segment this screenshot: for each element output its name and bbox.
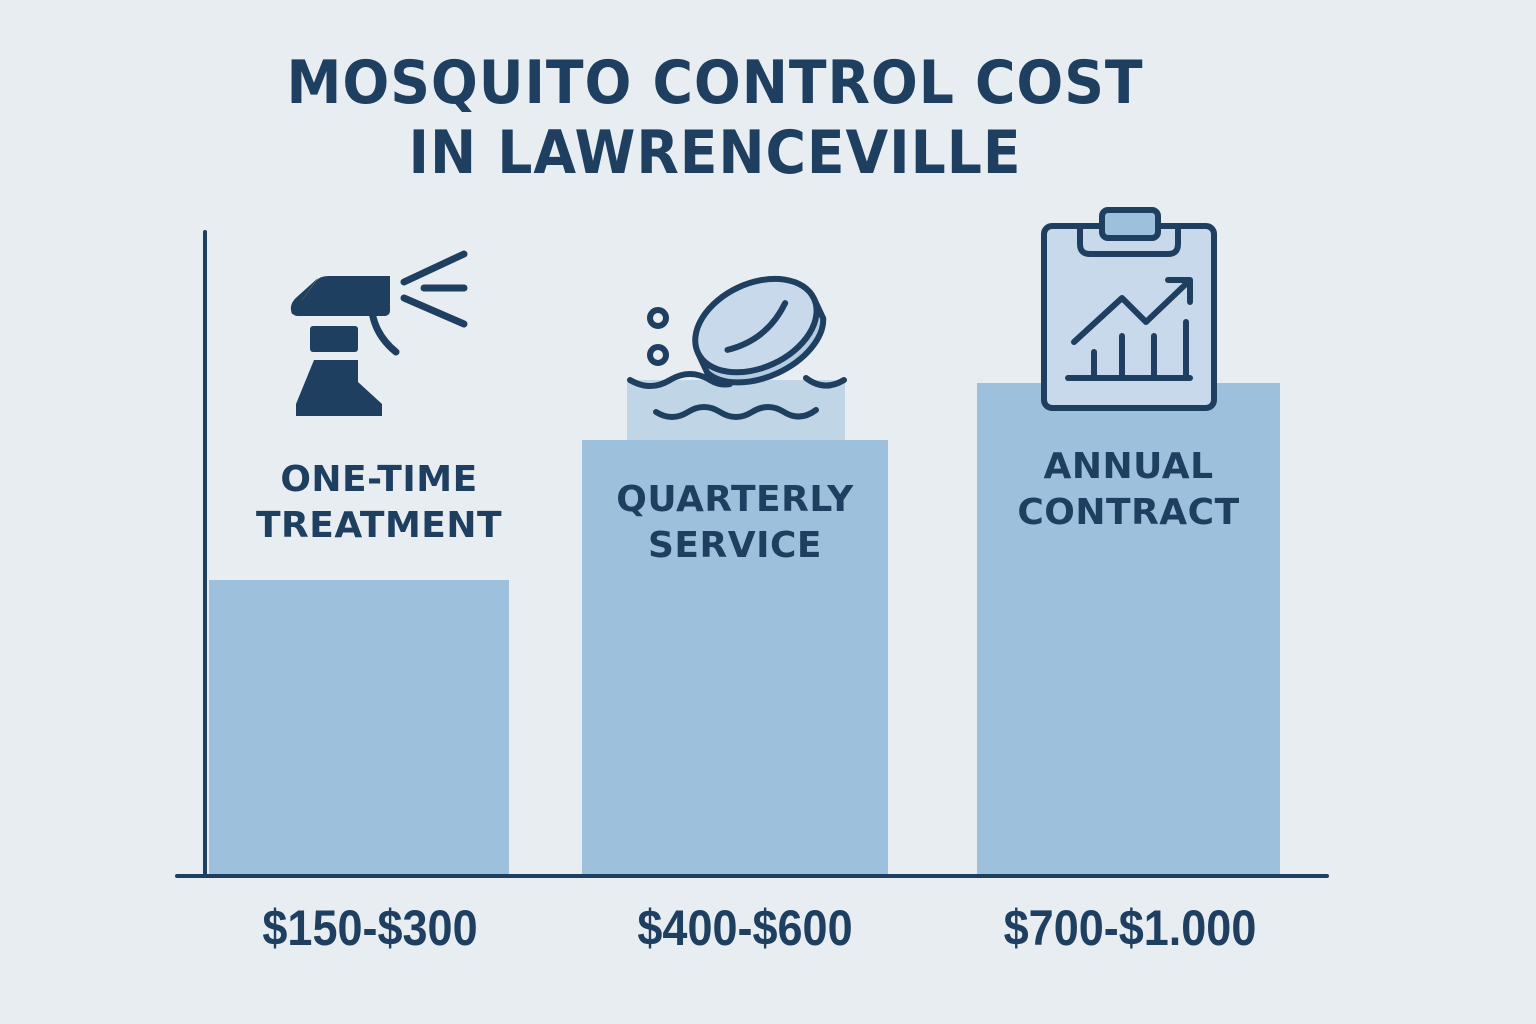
chart-title: MOSQUITO CONTROL COST IN LAWRENCEVILLE <box>57 48 1373 188</box>
price-label-one-time: $150-$300 <box>262 900 478 956</box>
water-fill <box>627 380 845 442</box>
bar-annual-contract <box>977 383 1280 874</box>
title-line-1: MOSQUITO CONTROL COST <box>286 48 1144 118</box>
price-label-annual: $700-$1.000 <box>1003 900 1257 956</box>
y-axis <box>203 230 207 878</box>
bar-label-one-time-treatment: ONE-TIME TREATMENT <box>255 459 503 546</box>
bar-quarterly-service <box>582 440 888 874</box>
bar-one-time-treatment <box>209 580 509 874</box>
clipboard-chart-icon <box>1041 207 1217 411</box>
bar-label-annual-contract: ANNUAL CONTRACT <box>1017 446 1240 533</box>
title-line-2: IN LAWRENCEVILLE <box>408 118 1022 188</box>
x-axis <box>175 874 1329 878</box>
spray-bottle-icon <box>290 250 468 416</box>
price-label-quarterly: $400-$600 <box>637 900 853 956</box>
bar-label-quarterly-service: QUARTERLY SERVICE <box>616 479 854 566</box>
tablet-in-water-icon <box>627 275 847 420</box>
